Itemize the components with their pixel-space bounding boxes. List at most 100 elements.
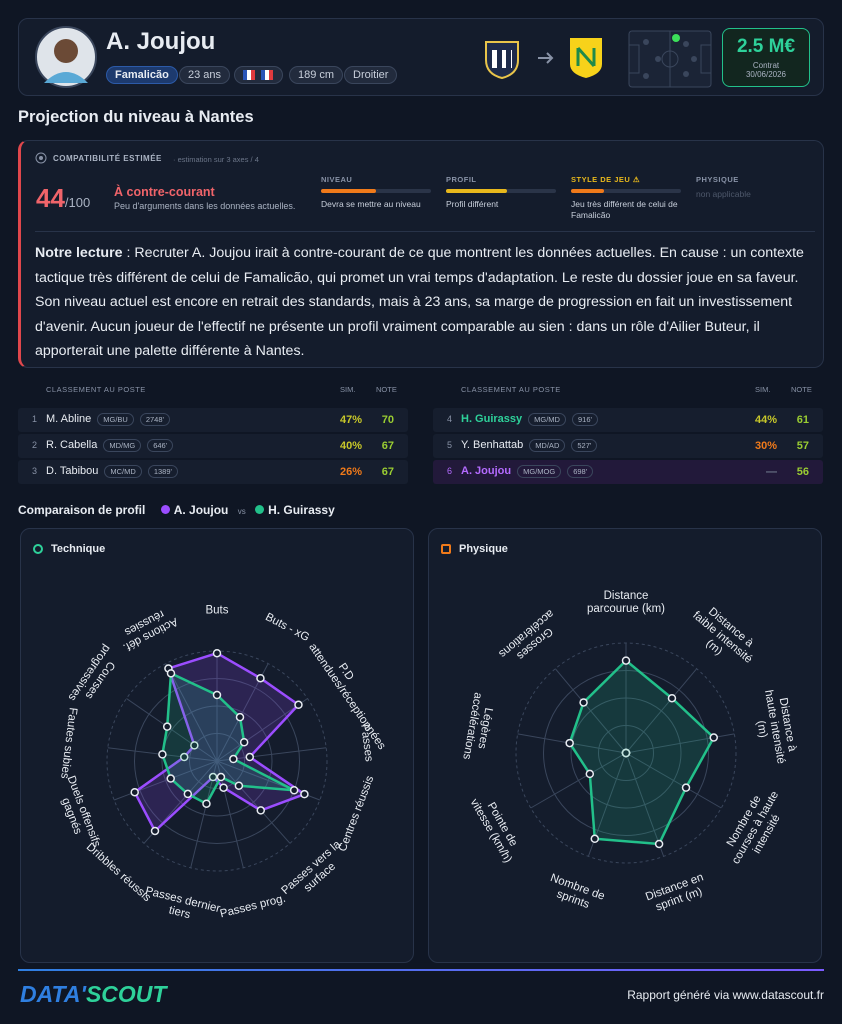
axis-track bbox=[446, 189, 556, 193]
spoke bbox=[625, 752, 722, 809]
radar-point bbox=[579, 698, 588, 707]
player-cell: Y. Benhattab MD/AD 527' bbox=[461, 439, 598, 452]
position-tag: MD/AD bbox=[529, 439, 566, 452]
axis-desc: Jeu très différent de celui de Famalicão bbox=[571, 199, 678, 220]
radar-point bbox=[709, 733, 718, 742]
radar-title: Technique bbox=[51, 543, 106, 555]
similarity: 30% bbox=[754, 440, 777, 452]
ranking-row: 4 H. Guirassy MG/MD 916' 44% 61 bbox=[433, 408, 823, 432]
rank: 3 bbox=[32, 466, 38, 476]
spoke bbox=[625, 668, 698, 754]
minutes-tag: 916' bbox=[571, 413, 598, 426]
minutes-tag: 2748' bbox=[139, 413, 170, 426]
column-header: NOTE bbox=[376, 385, 397, 394]
radar-point bbox=[300, 789, 309, 799]
radar-point bbox=[212, 648, 222, 658]
axis-label: PROFIL bbox=[446, 175, 477, 184]
radar-point bbox=[229, 754, 238, 764]
radar-point bbox=[150, 826, 160, 836]
legend-vs: vs bbox=[237, 507, 246, 516]
minutes-tag: 646' bbox=[147, 439, 174, 452]
score-value: 44 bbox=[36, 183, 65, 213]
note: 67 bbox=[381, 466, 394, 478]
axis-desc: Profil différent bbox=[446, 199, 499, 209]
similarity: 26% bbox=[339, 466, 362, 478]
radar-area bbox=[568, 659, 715, 846]
spoke bbox=[625, 752, 665, 857]
foot-pill: Droitier bbox=[344, 66, 398, 84]
similarity: — bbox=[766, 466, 777, 478]
axis-label: STYLE DE JEU ⚠ bbox=[571, 175, 641, 184]
radar-card: Physique Distance parcourue (km) Distance … bbox=[428, 528, 822, 963]
position-tag: MD/MG bbox=[103, 439, 142, 452]
radar-point bbox=[179, 752, 189, 762]
radar-point bbox=[212, 690, 222, 700]
axis-bar bbox=[571, 189, 604, 193]
reading-label: Notre lecture bbox=[35, 245, 123, 261]
minutes-tag: 698' bbox=[567, 465, 594, 478]
axis-desc: non applicable bbox=[696, 189, 751, 199]
radar-point bbox=[166, 774, 175, 783]
radar-point bbox=[621, 748, 631, 758]
rank: 1 bbox=[32, 414, 38, 424]
spoke bbox=[554, 668, 627, 754]
player-name: M. Abline bbox=[46, 413, 92, 425]
radar-point bbox=[289, 786, 299, 795]
player-cell: H. Guirassy MG/MD 916' bbox=[461, 413, 598, 426]
separator bbox=[35, 231, 815, 232]
radar-point bbox=[294, 700, 303, 710]
contract-date: 30/06/2026 bbox=[745, 70, 787, 79]
comparison-legend: Comparaison de profil A. Joujou vs H. Gu… bbox=[18, 503, 335, 517]
radar-chart bbox=[106, 648, 328, 872]
axis-label: Distance parcourue (km) bbox=[587, 590, 665, 615]
axis-bar bbox=[446, 189, 507, 193]
column-header: SIM. bbox=[340, 385, 356, 394]
axis-track bbox=[321, 189, 431, 193]
player-cell: D. Tabibou MC/MD 1389' bbox=[46, 465, 178, 478]
section-title: Projection du niveau à Nantes bbox=[18, 108, 254, 126]
radar-point bbox=[245, 752, 255, 762]
similarity: 44% bbox=[754, 414, 777, 426]
radar-point bbox=[565, 738, 574, 748]
radar-card: Technique Buts Buts - xG P.D attendues/réce… bbox=[20, 528, 414, 963]
radar-point bbox=[216, 772, 226, 782]
rank: 4 bbox=[447, 414, 453, 424]
column-header: CLASSEMENT AU POSTE bbox=[461, 385, 561, 394]
rank: 5 bbox=[447, 440, 453, 450]
radar-point bbox=[130, 787, 139, 797]
score: 44/100 bbox=[36, 183, 90, 214]
note: 67 bbox=[381, 440, 394, 452]
note: 70 bbox=[381, 414, 394, 426]
radar-point bbox=[202, 799, 211, 808]
player-cell: M. Abline MG/BU 2748' bbox=[46, 413, 170, 426]
radar-point bbox=[158, 750, 167, 759]
note: 61 bbox=[796, 414, 809, 426]
flags-pill bbox=[234, 66, 283, 84]
position-tag: MG/MOG bbox=[517, 465, 562, 478]
radar-point bbox=[590, 834, 600, 844]
axis-label: PHYSIQUE bbox=[696, 175, 739, 184]
radar-point bbox=[190, 741, 199, 750]
player-name: D. Tabibou bbox=[46, 465, 99, 477]
radar-point bbox=[585, 769, 595, 779]
radar-point bbox=[256, 806, 266, 815]
radar-title: Physique bbox=[459, 543, 508, 555]
footer-text: Rapport généré via www.datascout.fr bbox=[627, 988, 824, 1002]
transfer-crests bbox=[485, 38, 602, 80]
radar-point bbox=[239, 738, 249, 747]
ranking-row: 6 A. Joujou MG/MOG 698' — 56 bbox=[433, 460, 823, 484]
compat-label: COMPATIBILITÉ ESTIMÉE bbox=[53, 154, 162, 163]
spoke bbox=[216, 698, 308, 762]
pitch-diagram bbox=[628, 30, 712, 88]
legend-swatch bbox=[255, 505, 265, 514]
spoke bbox=[530, 752, 627, 809]
player-name: R. Cabella bbox=[46, 439, 98, 451]
compat-note: · estimation sur 3 axes / 4 bbox=[173, 155, 259, 164]
player-cell: R. Cabella MD/MG 646' bbox=[46, 439, 174, 452]
footer-line bbox=[18, 969, 824, 971]
verdict: À contre-courant bbox=[114, 185, 215, 199]
player-name: Y. Benhattab bbox=[461, 439, 524, 451]
minutes-tag: 1389' bbox=[147, 465, 178, 478]
position-tag: MG/MD bbox=[528, 413, 566, 426]
radar-point bbox=[667, 693, 677, 703]
